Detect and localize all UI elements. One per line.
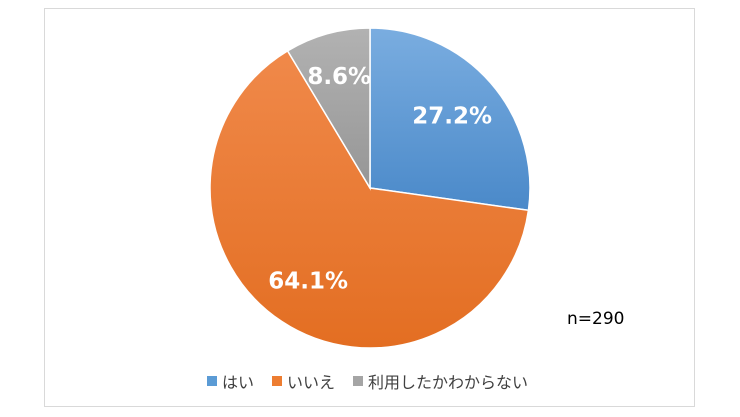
pie-slice-unknown bbox=[286, 27, 371, 191]
slice-label-unknown: 8.6% bbox=[307, 64, 371, 90]
legend-item-no: いいえ bbox=[272, 369, 335, 393]
slice-label-no: 64.1% bbox=[268, 268, 348, 294]
chart-legend: はい いいえ 利用したかわからない bbox=[207, 369, 528, 393]
pie-slice-yes bbox=[369, 27, 531, 212]
legend-swatch-no bbox=[272, 376, 283, 386]
legend-swatch-unknown bbox=[353, 376, 364, 386]
legend-swatch-yes bbox=[207, 376, 217, 386]
sample-size-note: n=290 bbox=[567, 309, 625, 329]
legend-label-yes: はい bbox=[222, 373, 255, 392]
slice-label-yes: 27.2% bbox=[412, 104, 492, 130]
chart-frame bbox=[44, 8, 695, 407]
legend-item-yes: はい bbox=[207, 369, 254, 393]
legend-item-unknown: 利用したかわからない bbox=[353, 369, 528, 393]
legend-label-unknown: 利用したかわからない bbox=[368, 373, 529, 392]
legend-label-no: いいえ bbox=[287, 373, 336, 392]
pie-slice-no bbox=[209, 49, 530, 349]
